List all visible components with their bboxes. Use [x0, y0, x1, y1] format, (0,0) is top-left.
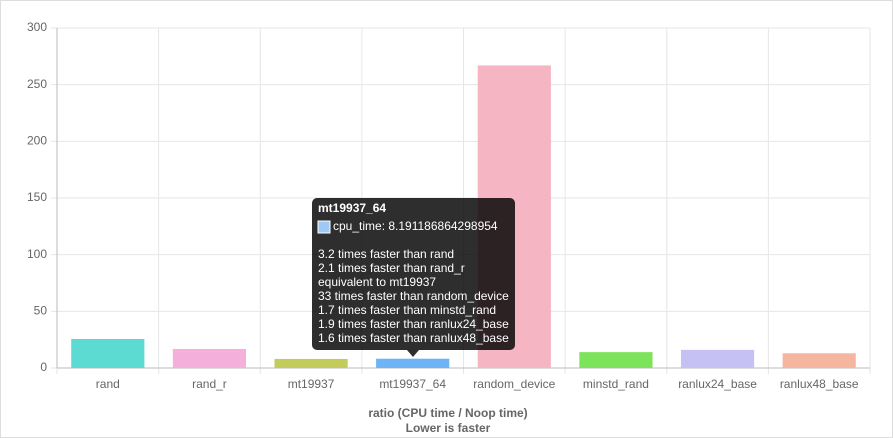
tooltip-line: 3.2 times faster than rand	[318, 247, 454, 261]
bar	[579, 352, 653, 368]
tooltip-line: 33 times faster than random_device	[318, 289, 509, 303]
tooltip: mt19937_64 cpu_time: 8.191186864298954 3…	[312, 198, 515, 357]
y-tick-label: 250	[27, 77, 47, 91]
bar	[782, 353, 856, 368]
x-tick-label: random_device	[473, 377, 555, 391]
subtitle: Lower is faster	[406, 421, 491, 435]
x-tick-label: mt19937	[288, 377, 335, 391]
tooltip-swatch	[317, 220, 331, 234]
tooltip-line: 1.7 times faster than minstd_rand	[318, 303, 496, 317]
tooltip-caret	[407, 350, 419, 357]
x-axis-title: ratio (CPU time / Noop time)	[368, 406, 527, 420]
tooltip-label: cpu_time: 8.191186864298954	[333, 219, 498, 233]
y-tick-label: 100	[27, 247, 47, 261]
bar	[376, 358, 450, 368]
x-tick-label: rand_r	[192, 377, 227, 391]
y-tick-label: 300	[27, 20, 47, 34]
tooltip-line: 1.6 times faster than ranlux48_base	[318, 331, 509, 345]
x-tick-label: ranlux48_base	[780, 377, 859, 391]
x-tick-label: rand	[96, 377, 120, 391]
y-tick-label: 0	[40, 360, 47, 374]
tooltip-title: mt19937_64	[318, 201, 386, 215]
bar	[680, 349, 755, 368]
y-tick-label: 50	[34, 304, 48, 318]
tooltip-line: 2.1 times faster than rand_r	[318, 261, 465, 275]
y-tick-label: 150	[27, 190, 47, 204]
y-tick-label: 200	[27, 134, 47, 148]
x-tick-label: mt19937_64	[379, 377, 446, 391]
bar	[274, 358, 348, 368]
tooltip-line: 1.9 times faster than ranlux24_base	[318, 317, 509, 331]
x-tick-label: minstd_rand	[583, 377, 649, 391]
x-tick-label: ranlux24_base	[678, 377, 757, 391]
bar	[172, 348, 247, 368]
tooltip-line: equivalent to mt19937	[318, 275, 436, 289]
bar	[71, 338, 145, 368]
tooltip-box	[312, 198, 515, 350]
